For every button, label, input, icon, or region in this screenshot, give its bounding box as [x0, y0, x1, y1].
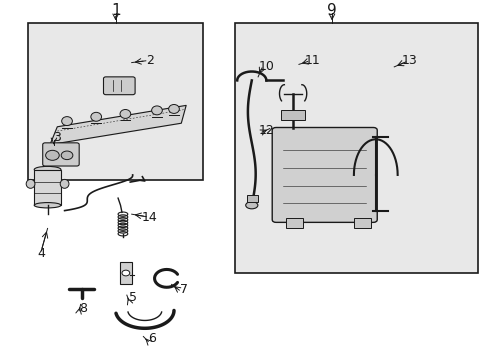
Text: 8: 8	[79, 302, 87, 315]
Bar	[281, 110, 305, 120]
FancyBboxPatch shape	[103, 77, 135, 95]
Text: 5: 5	[128, 292, 136, 305]
Polygon shape	[50, 105, 186, 145]
Ellipse shape	[168, 104, 179, 113]
Circle shape	[61, 151, 73, 159]
Circle shape	[122, 270, 129, 276]
Text: 13: 13	[401, 54, 417, 67]
Bar	[353, 218, 370, 229]
Ellipse shape	[26, 179, 35, 188]
Ellipse shape	[34, 203, 61, 208]
Ellipse shape	[120, 109, 130, 118]
FancyBboxPatch shape	[42, 143, 79, 166]
Text: 4: 4	[37, 247, 45, 260]
Ellipse shape	[34, 166, 61, 173]
Ellipse shape	[60, 179, 69, 188]
Bar	[28, 23, 203, 180]
Bar	[120, 262, 131, 284]
Text: 6: 6	[148, 333, 156, 346]
Bar	[285, 218, 302, 229]
Text: 14: 14	[142, 211, 157, 224]
FancyBboxPatch shape	[272, 127, 376, 222]
Bar	[246, 194, 257, 202]
Ellipse shape	[245, 202, 257, 209]
Text: 10: 10	[258, 60, 274, 73]
Bar	[34, 170, 61, 205]
Text: 12: 12	[258, 124, 274, 137]
Text: 2: 2	[145, 54, 153, 67]
Text: 11: 11	[304, 54, 320, 67]
Ellipse shape	[151, 106, 162, 115]
Text: 1: 1	[111, 3, 120, 18]
Ellipse shape	[61, 117, 72, 126]
Text: 9: 9	[326, 3, 336, 18]
Text: 3: 3	[53, 131, 61, 144]
Ellipse shape	[91, 112, 102, 121]
Circle shape	[45, 150, 59, 160]
Text: 7: 7	[180, 283, 187, 296]
Bar	[234, 23, 477, 273]
